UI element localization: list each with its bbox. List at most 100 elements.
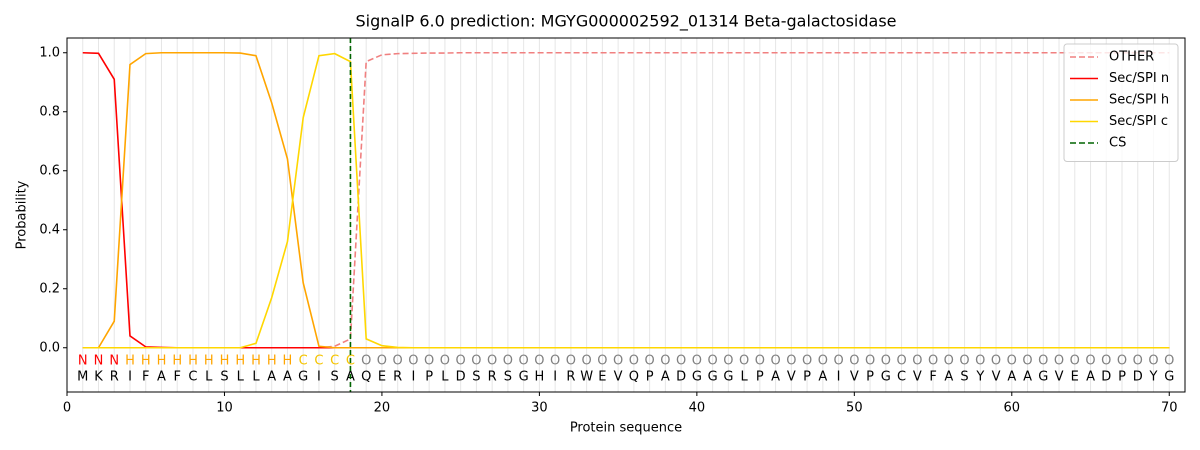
predicted-label: H — [188, 354, 198, 369]
predicted-label: O — [503, 354, 513, 369]
predicted-label: O — [1148, 354, 1158, 369]
predicted-label: H — [172, 354, 182, 369]
y-tick-label: 1.0 — [39, 45, 60, 60]
residue-label: Q — [361, 370, 371, 385]
predicted-label: O — [707, 354, 717, 369]
predicted-label: O — [1101, 354, 1111, 369]
predicted-label: O — [739, 354, 749, 369]
x-tick-label: 40 — [689, 401, 706, 416]
predicted-label: O — [1070, 354, 1080, 369]
predicted-label: O — [755, 354, 765, 369]
residue-label: E — [378, 370, 386, 385]
predicted-label: H — [251, 354, 261, 369]
y-axis-label: Probability — [15, 180, 30, 249]
predicted-label: O — [928, 354, 938, 369]
predicted-label: O — [912, 354, 922, 369]
residue-label: Y — [1149, 370, 1158, 385]
predicted-label: C — [299, 354, 308, 369]
predicted-label: O — [629, 354, 639, 369]
residue-label: F — [142, 370, 149, 385]
legend-label: OTHER — [1109, 50, 1154, 65]
residue-label: M — [77, 370, 88, 385]
predicted-label: O — [550, 354, 560, 369]
residue-label: A — [1086, 370, 1095, 385]
y-tick-label: 0.4 — [39, 222, 60, 237]
plot-frame — [66, 37, 1186, 393]
series-line — [82, 51, 1170, 349]
predicted-label: O — [1022, 354, 1032, 369]
predicted-label: N — [94, 354, 104, 369]
predicted-label: O — [991, 354, 1001, 369]
residue-label: Q — [629, 370, 639, 385]
residue-label: D — [456, 370, 466, 385]
residue-label: L — [205, 370, 213, 385]
predicted-label: C — [314, 354, 323, 369]
predicted-label: C — [330, 354, 339, 369]
predicted-label: O — [408, 354, 418, 369]
residue-label: V — [850, 370, 859, 385]
x-axis-label: Protein sequence — [570, 421, 682, 436]
predicted-label: O — [944, 354, 954, 369]
predicted-label: O — [566, 354, 576, 369]
y-tick-label: 0.0 — [39, 340, 60, 355]
residue-label: H — [535, 370, 545, 385]
x-tick-label: 60 — [1004, 401, 1021, 416]
residue-label: P — [1118, 370, 1126, 385]
residue-label: A — [818, 370, 827, 385]
legend-label: Sec/SPI h — [1109, 93, 1169, 108]
y-tick-label: 0.6 — [39, 163, 60, 178]
predicted-label: O — [975, 354, 985, 369]
residue-label: W — [580, 370, 593, 385]
residue-label: G — [519, 370, 529, 385]
residue-label: A — [1007, 370, 1016, 385]
residue-label: L — [441, 370, 449, 385]
residue-label: G — [298, 370, 308, 385]
predicted-label: O — [393, 354, 403, 369]
residue-label: V — [1055, 370, 1064, 385]
residue-label: S — [220, 370, 228, 385]
predicted-label: O — [361, 354, 371, 369]
predicted-label: O — [613, 354, 623, 369]
predicted-label: O — [456, 354, 466, 369]
residue-label: I — [412, 370, 416, 385]
predicted-label: O — [660, 354, 670, 369]
residue-label: I — [317, 370, 321, 385]
series-line — [82, 51, 1170, 349]
predicted-label: O — [1038, 354, 1048, 369]
predicted-label: O — [723, 354, 733, 369]
residue-label: L — [237, 370, 245, 385]
residue-label: G — [881, 370, 891, 385]
predicted-label: H — [283, 354, 293, 369]
predicted-label: O — [582, 354, 592, 369]
series-line — [82, 51, 1170, 349]
predicted-label: O — [424, 354, 434, 369]
residue-label: A — [267, 370, 276, 385]
residue-label: A — [157, 370, 166, 385]
predicted-label: O — [818, 354, 828, 369]
predicted-label: N — [109, 354, 119, 369]
residue-label: I — [128, 370, 132, 385]
legend-label: Sec/SPI c — [1109, 114, 1168, 129]
predicted-label: O — [534, 354, 544, 369]
residue-label: A — [944, 370, 953, 385]
x-tick-label: 20 — [374, 401, 391, 416]
predicted-label: O — [881, 354, 891, 369]
residue-label: V — [992, 370, 1001, 385]
residue-label: P — [756, 370, 764, 385]
predicted-label: N — [78, 354, 88, 369]
residue-label: A — [1023, 370, 1032, 385]
x-tick-label: 50 — [846, 401, 863, 416]
residue-label: L — [252, 370, 260, 385]
x-tick-label: 70 — [1161, 401, 1178, 416]
series-line — [82, 52, 1170, 349]
residue-label: I — [837, 370, 841, 385]
residue-label: I — [553, 370, 557, 385]
residue-label: P — [866, 370, 874, 385]
residue-label: V — [913, 370, 922, 385]
predicted-label: O — [692, 354, 702, 369]
legend-label: Sec/SPI n — [1109, 71, 1169, 86]
predicted-label: O — [959, 354, 969, 369]
residue-label: R — [566, 370, 575, 385]
